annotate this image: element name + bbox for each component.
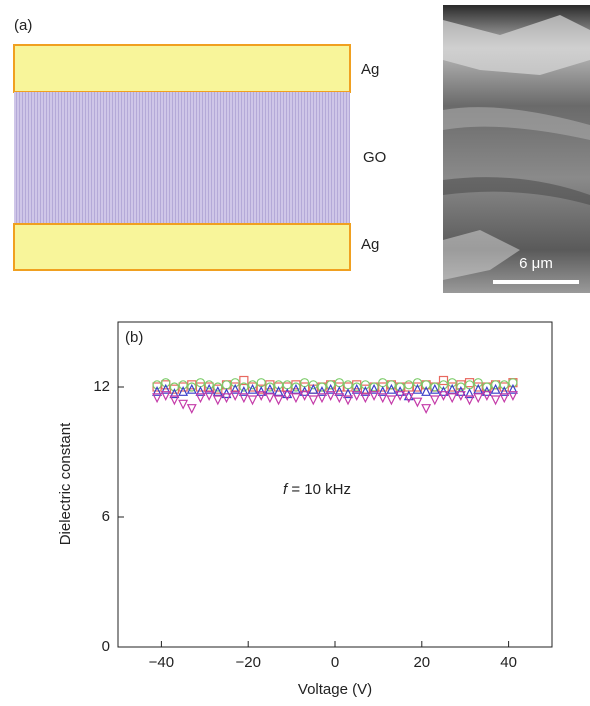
- point: [223, 381, 231, 389]
- point: [405, 381, 413, 389]
- point: [431, 396, 439, 404]
- x-tick-label: 0: [331, 654, 339, 671]
- point: [466, 381, 474, 389]
- x-axis-label: Voltage (V): [298, 681, 372, 698]
- y-tick-label: 6: [102, 508, 110, 525]
- point: [214, 396, 222, 404]
- point: [413, 385, 421, 393]
- annotation-text: = 10 kHz: [291, 481, 351, 498]
- layer-label: Ag: [361, 236, 379, 253]
- panel-label: (b): [125, 329, 143, 346]
- point: [387, 396, 395, 404]
- point: [413, 398, 421, 406]
- layer-label: Ag: [361, 61, 379, 78]
- point: [292, 394, 300, 402]
- point: [492, 396, 500, 404]
- point: [474, 394, 482, 402]
- annotation-variable: f: [283, 481, 289, 498]
- point: [283, 381, 291, 389]
- point: [309, 396, 317, 404]
- point: [344, 381, 352, 389]
- point: [275, 396, 283, 404]
- y-tick-label: 0: [102, 638, 110, 655]
- annotation: f = 10 kHz: [283, 481, 351, 498]
- point: [249, 396, 257, 404]
- x-tick-label: −20: [235, 654, 260, 671]
- point: [179, 400, 187, 408]
- x-tick-label: 40: [500, 654, 517, 671]
- x-tick-label: −40: [149, 654, 174, 671]
- y-axis-label: Dielectric constant: [57, 422, 74, 545]
- go-layer: [14, 92, 350, 224]
- point: [474, 385, 482, 393]
- ag-layer: [14, 45, 350, 92]
- layer-label: GO: [363, 149, 386, 166]
- scale-bar-label: 6 μm: [519, 255, 553, 272]
- point: [188, 405, 196, 413]
- point: [422, 405, 430, 413]
- x-tick-label: 20: [413, 654, 430, 671]
- panel-label: (a): [14, 17, 32, 34]
- point: [448, 385, 456, 393]
- sem-image: [443, 5, 590, 293]
- y-tick-label: 12: [93, 378, 110, 395]
- figure: (a) Ag GO Ag 6 μm (b) Voltage (V) Dielec…: [0, 0, 590, 701]
- ag-layer: [14, 224, 350, 270]
- point: [448, 394, 456, 402]
- point: [266, 394, 274, 402]
